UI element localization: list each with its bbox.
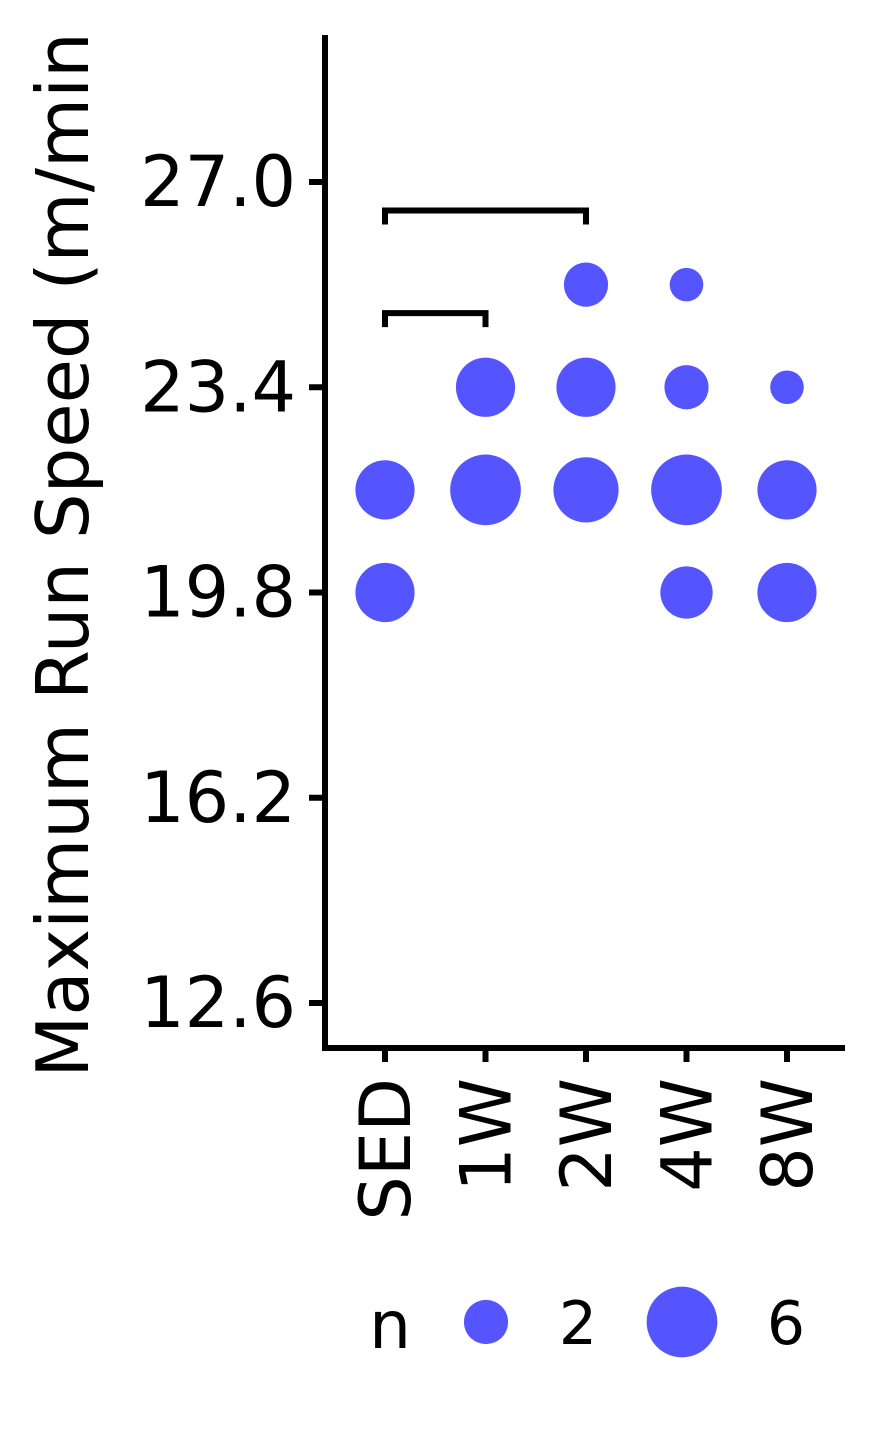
data-point xyxy=(455,357,516,417)
legend: n 2 6 xyxy=(369,1286,805,1364)
plot-area xyxy=(355,207,817,623)
x-tick-label: SED xyxy=(345,1078,427,1221)
legend-label: 2 xyxy=(559,1289,597,1359)
data-point xyxy=(563,262,609,307)
y-tick-label: 27.0 xyxy=(140,141,296,223)
x-tick-label: 2W xyxy=(546,1078,628,1192)
data-point xyxy=(355,460,415,520)
data-point xyxy=(757,562,817,623)
significance-bracket xyxy=(382,207,589,225)
legend-key xyxy=(646,1286,718,1358)
data-point xyxy=(556,357,616,417)
data-point xyxy=(757,460,817,520)
legend-key xyxy=(463,1299,509,1345)
y-tick-label: 16.2 xyxy=(140,757,296,839)
significance-bracket xyxy=(382,310,489,328)
legend-title: n xyxy=(369,1287,411,1364)
data-point xyxy=(553,457,619,523)
legend-label: 6 xyxy=(767,1289,805,1359)
data-point xyxy=(664,365,709,410)
data-point xyxy=(669,267,704,302)
y-tick-label: 12.6 xyxy=(140,962,296,1044)
data-point xyxy=(660,566,713,619)
data-point xyxy=(651,454,722,526)
x-tick-label: 4W xyxy=(647,1078,729,1192)
x-tick-label: 1W xyxy=(446,1078,528,1192)
y-tick-label: 23.4 xyxy=(140,346,296,428)
data-point xyxy=(770,370,804,405)
y-axis-title: Maximum Run Speed (m/min xyxy=(21,32,105,1077)
y-tick-label: 19.8 xyxy=(140,552,296,634)
data-point xyxy=(450,454,521,526)
axes: 12.6 16.2 19.8 23.4 27.0 SED 1W 2W 4W 8W xyxy=(140,35,845,1221)
data-point xyxy=(355,562,415,623)
x-tick-label: 8W xyxy=(747,1078,829,1192)
